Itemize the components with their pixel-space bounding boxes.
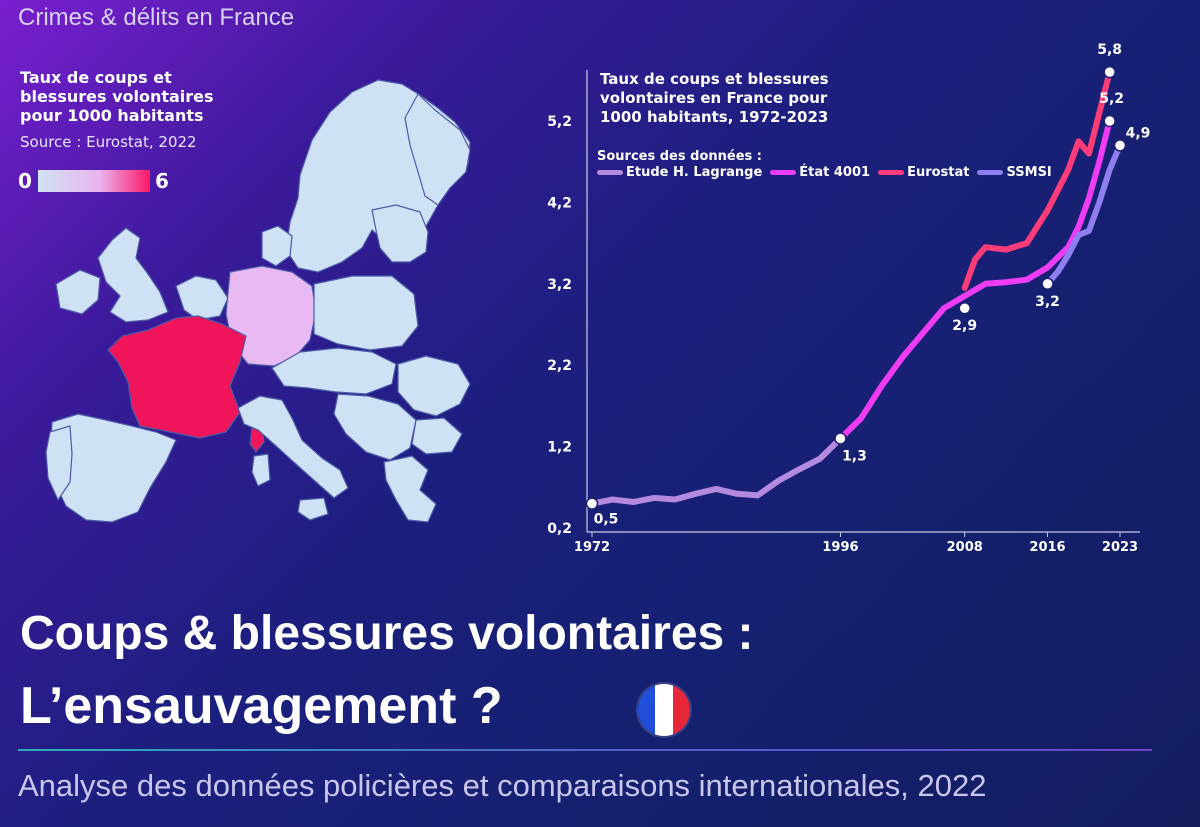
legend-item: SSMSI xyxy=(977,165,1052,180)
map-country-central-europe xyxy=(271,347,397,395)
flag-stripe-white xyxy=(655,684,673,736)
series-line-etude-h-lagrange xyxy=(589,435,844,507)
headline-line-2: L’ensauvagement ? xyxy=(20,677,503,735)
map-country-italy xyxy=(237,395,349,499)
y-tick-label: 2,2 xyxy=(547,358,572,374)
france-flag-icon xyxy=(638,684,690,736)
flag-stripe-red xyxy=(672,684,690,736)
y-tick-label: 1,2 xyxy=(547,440,572,456)
x-tick-label: 2008 xyxy=(947,540,983,555)
y-tick-label: 0,2 xyxy=(547,521,572,537)
data-point-label: 2,9 xyxy=(952,318,977,334)
map-country-ireland xyxy=(55,269,101,315)
legend-label: Etude H. Lagrange xyxy=(626,165,763,180)
map-country-benelux xyxy=(175,275,229,321)
map-source: Source : Eurostat, 2022 xyxy=(20,133,197,151)
data-point-label: 4,9 xyxy=(1126,125,1151,141)
map-caption: Taux de coups et blessures volontaires p… xyxy=(20,68,214,125)
map-legend-gradient xyxy=(38,170,150,192)
y-tick-label: 5,2 xyxy=(547,114,572,130)
map-country-poland xyxy=(313,275,419,351)
map-country-finland xyxy=(404,93,471,206)
legend-swatch xyxy=(770,170,797,175)
x-tick-label: 2023 xyxy=(1102,540,1138,555)
map-country-baltics xyxy=(371,204,429,263)
map-country-sardinia xyxy=(251,453,271,487)
data-point-label: 5,2 xyxy=(1099,91,1124,107)
data-point-label: 1,3 xyxy=(842,448,867,464)
map-country-greece xyxy=(383,455,437,523)
legend-label: État 4001 xyxy=(799,165,871,180)
map-country-portugal xyxy=(45,425,73,501)
legend-label: SSMSI xyxy=(1006,165,1052,180)
map-country-denmark xyxy=(261,225,293,267)
x-tick-label: 1996 xyxy=(822,540,858,555)
data-point-marker xyxy=(958,301,971,315)
y-tick-label: 4,2 xyxy=(547,195,572,211)
page-subtitle: Analyse des données policières et compar… xyxy=(18,768,987,803)
x-tick-label: 1972 xyxy=(574,540,610,555)
data-point-marker xyxy=(585,497,599,510)
legend-item: Etude H. Lagrange xyxy=(597,165,762,180)
map-country-balkans xyxy=(333,393,417,461)
flag-stripe-blue xyxy=(638,684,656,736)
page-header-title: Crimes & délits en France xyxy=(18,4,295,31)
map-country-bulgaria xyxy=(411,417,463,455)
map-legend-max: 6 xyxy=(155,169,169,193)
data-point-marker xyxy=(1113,139,1127,152)
headline-line-1: Coups & blessures volontaires : xyxy=(20,607,754,660)
y-tick-label: 3,2 xyxy=(547,277,572,293)
map-country-uk xyxy=(97,227,169,323)
data-point-marker xyxy=(1103,114,1116,128)
legend-label: Eurostat xyxy=(907,165,970,180)
x-tick-label: 2016 xyxy=(1029,540,1065,555)
data-point-marker xyxy=(834,432,847,445)
data-point-label: 0,5 xyxy=(594,512,619,528)
chart-title: Taux de coups et blessures volontaires e… xyxy=(600,70,829,126)
data-point-label: 5,8 xyxy=(1097,42,1122,58)
series-line-ssmsi xyxy=(1044,142,1123,287)
legend-item: État 4001 xyxy=(770,165,870,180)
divider-line xyxy=(18,749,1152,751)
chart-sources-label: Sources des données : xyxy=(597,149,762,164)
data-point-marker xyxy=(1041,277,1054,291)
map-country-sicily xyxy=(297,497,329,521)
legend-swatch xyxy=(878,170,905,175)
legend-swatch xyxy=(977,170,1004,175)
map-legend-min: 0 xyxy=(18,169,32,193)
map-country-france xyxy=(107,315,247,439)
map-country-romania xyxy=(397,355,471,417)
series-line-eurostat xyxy=(961,69,1113,291)
data-point-label: 3,2 xyxy=(1035,294,1060,310)
legend-item: Eurostat xyxy=(878,165,969,180)
chart-legend: Etude H. Lagrange État 4001 Eurostat SSMSI xyxy=(597,165,1052,180)
series-line--tat-4001 xyxy=(837,118,1113,442)
legend-swatch xyxy=(597,170,623,175)
data-point-marker xyxy=(1103,65,1116,79)
